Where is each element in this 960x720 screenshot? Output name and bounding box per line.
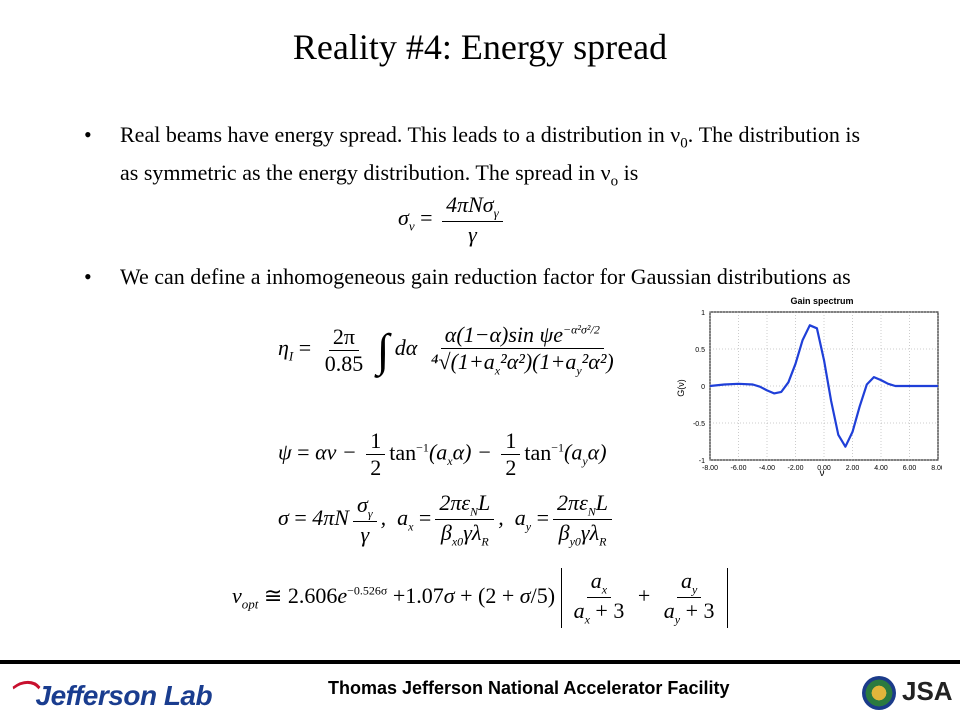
x-tick-label: -6.00 — [731, 465, 747, 472]
facility-name: Thomas Jefferson National Accelerator Fa… — [328, 678, 730, 698]
chart-title: Gain spectrum — [790, 296, 853, 306]
bullet-energy-spread: • Real beams have energy spread. This le… — [84, 120, 874, 197]
nu-o-symbol: ν — [600, 160, 611, 186]
equation-sigma-nu: σν = 4πNσγ γ — [398, 192, 507, 248]
y-tick-label: 0.5 — [695, 347, 705, 354]
equation-sigma-ax-ay: σ = 4πN σγ γ, ax = 2πεNL βx0γλR, ay = 2πεNL βy… — [278, 490, 616, 550]
chart-ylabel: G(ν) — [676, 379, 686, 397]
chart-xlabel: ν — [820, 468, 825, 478]
nu-zero-symbol: ν — [670, 122, 681, 147]
x-tick-label: 2.00 — [846, 465, 860, 472]
doe-seal-icon — [862, 676, 896, 710]
series-line — [709, 324, 938, 448]
x-tick-label: -4.00 — [759, 465, 775, 472]
slide-title: Reality #4: Energy spread — [292, 27, 668, 67]
y-tick-label: 0 — [701, 384, 705, 391]
bullet-text: We can define a inhomogeneous gain reduc… — [120, 264, 851, 289]
footer-divider — [0, 660, 960, 664]
bullet-symbol: • — [84, 122, 92, 147]
equation-nu-opt: νopt ≅ 2.606e−0.526σ +1.07σ + (2 + σ/5) … — [232, 568, 728, 628]
jsa-logo: JSA — [902, 676, 953, 706]
jefferson-lab-logo: ⌒Jefferson Lab — [8, 680, 213, 711]
x-tick-label: 6.00 — [903, 465, 917, 472]
y-tick-label: 1 — [701, 310, 705, 317]
bullet-symbol: • — [84, 264, 92, 289]
bullet-gain-reduction: • We can define a inhomogeneous gain red… — [84, 262, 874, 292]
x-tick-label: 0.00 — [817, 465, 831, 472]
bullet-text: Real beams have energy spread. This lead… — [120, 122, 861, 190]
x-tick-label: -2.00 — [788, 465, 804, 472]
x-tick-label: 8.00 — [931, 465, 942, 472]
y-tick-label: -1 — [699, 458, 705, 465]
equation-eta-i: ηI = 2π 0.85 ∫ dα α(1−α)sin ψe−α²σ²/2 ⁴√(1… — [278, 322, 614, 378]
gain-spectrum-chart: Gain spectrum G(ν) ν -8.00 -6.00 -4.00 -2.0… — [676, 296, 942, 478]
y-tick-label: -0.5 — [693, 421, 705, 428]
x-tick-label: -8.00 — [702, 465, 718, 472]
x-tick-label: 4.00 — [874, 465, 888, 472]
equation-psi: ψ = αν − 1 2 tan−1(axα) − 1 2 tan−1(ayα) — [278, 428, 607, 480]
